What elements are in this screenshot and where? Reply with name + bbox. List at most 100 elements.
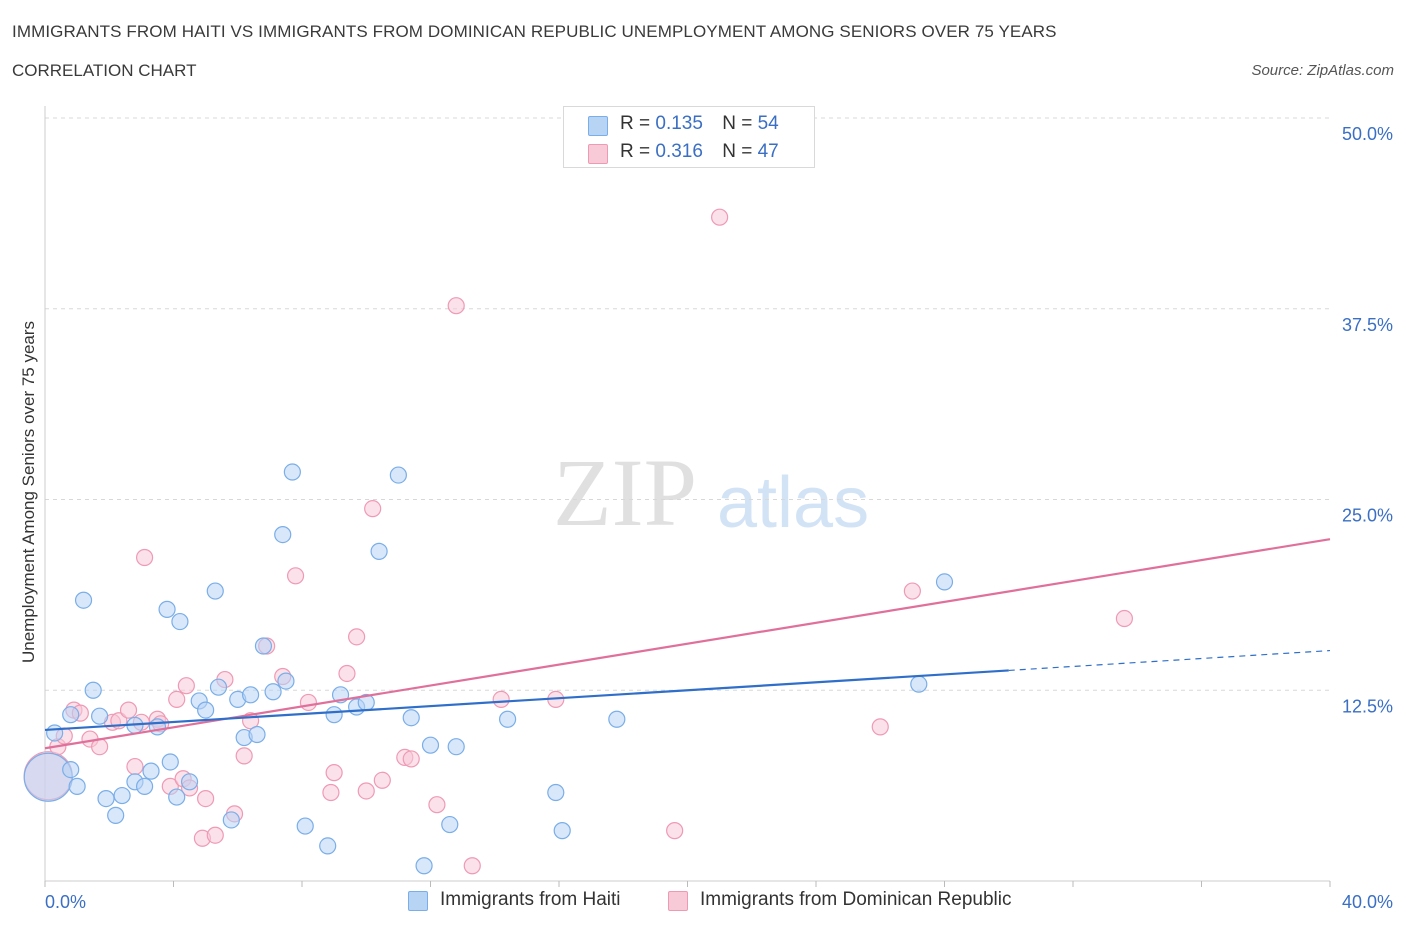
haiti-point-10 bbox=[113, 786, 131, 805]
stats-legend: R = 0.135 N = 54 R = 0.316 N = 47 bbox=[563, 106, 815, 168]
dominican-point-29 bbox=[286, 567, 305, 585]
dominican-point-45 bbox=[666, 822, 684, 840]
haiti-point-6 bbox=[84, 681, 102, 699]
bottom-swatch-haiti bbox=[408, 891, 428, 911]
legend-row-dominican: R = 0.316 N = 47 bbox=[588, 141, 779, 164]
haiti-point-19 bbox=[171, 612, 189, 631]
haiti-point-34 bbox=[283, 463, 301, 481]
haiti-point-41 bbox=[370, 542, 388, 560]
haiti-point-42 bbox=[389, 466, 407, 484]
haiti-point-48 bbox=[499, 710, 517, 728]
bottom-swatch-dominican bbox=[668, 891, 688, 911]
haiti-point-3 bbox=[68, 777, 86, 795]
dominican-point-31 bbox=[322, 783, 340, 802]
haiti-point-32 bbox=[274, 525, 292, 544]
legend-swatch-haiti bbox=[588, 116, 608, 136]
legend-n-label-2: N = bbox=[722, 141, 758, 162]
haiti-point-29 bbox=[248, 725, 266, 744]
legend-row-haiti: R = 0.135 N = 54 bbox=[588, 113, 779, 136]
haiti-point-8 bbox=[97, 789, 115, 808]
haiti-point-13 bbox=[135, 777, 154, 795]
dominican-point-25 bbox=[235, 747, 253, 765]
legend-swatch-dominican bbox=[588, 144, 608, 164]
gridlines bbox=[45, 117, 1330, 691]
dominican-point-33 bbox=[338, 664, 356, 683]
haiti-point-52 bbox=[910, 675, 928, 693]
haiti-point-25 bbox=[222, 811, 240, 829]
haiti-point-28 bbox=[242, 686, 260, 704]
haiti-point-37 bbox=[325, 706, 343, 724]
dominican-point-47 bbox=[871, 718, 889, 736]
dominican-point-22 bbox=[206, 826, 224, 844]
legend-r-label-2: R = bbox=[620, 141, 656, 162]
y-tick-label-1: 25.0% bbox=[1342, 506, 1393, 526]
dominican-point-30 bbox=[299, 693, 318, 712]
haiti-point-9 bbox=[107, 806, 125, 824]
legend-r-value-dominican: 0.316 bbox=[655, 141, 703, 162]
haiti-point-43 bbox=[402, 709, 420, 727]
haiti-point-53 bbox=[935, 573, 954, 591]
y-tick-label-3: 50.0% bbox=[1342, 124, 1393, 144]
haiti-point-5 bbox=[74, 591, 93, 609]
haiti-point-15 bbox=[148, 718, 167, 736]
haiti-point-17 bbox=[161, 753, 179, 771]
legend-r-value-haiti: 0.135 bbox=[655, 113, 703, 134]
bottom-legend-label-dominican: Immigrants from Dominican Republic bbox=[700, 889, 1012, 910]
dominican-point-9 bbox=[119, 701, 138, 719]
y-tick-label-0: 12.5% bbox=[1342, 696, 1393, 716]
haiti-point-45 bbox=[421, 736, 440, 754]
bottom-legend-label-haiti: Immigrants from Haiti bbox=[440, 889, 621, 910]
source-label: Source: ZipAtlas.com bbox=[1251, 62, 1394, 79]
haiti-point-14 bbox=[142, 762, 160, 780]
haiti-point-51 bbox=[608, 710, 626, 728]
legend-n-label-1: N = bbox=[722, 113, 758, 134]
haiti-point-20 bbox=[180, 773, 199, 791]
dominican-point-48 bbox=[903, 582, 921, 600]
trend-line-haiti bbox=[44, 669, 1009, 732]
haiti-point-46 bbox=[441, 815, 459, 834]
dominican-point-49 bbox=[1115, 609, 1134, 628]
chart-subtitle: CORRELATION CHART bbox=[12, 61, 197, 80]
haiti-point-33 bbox=[277, 672, 295, 690]
haiti-point-24 bbox=[209, 678, 228, 696]
bottom-legend-haiti: Immigrants from Haiti bbox=[408, 889, 621, 911]
dominican-point-21 bbox=[197, 789, 215, 808]
haiti-point-23 bbox=[206, 582, 224, 600]
watermark-atlas: atlas bbox=[717, 463, 869, 543]
legend-r-label-1: R = bbox=[620, 113, 656, 134]
trend-lines bbox=[44, 538, 1331, 750]
dominican-point-34 bbox=[348, 628, 366, 646]
haiti-point-2 bbox=[62, 761, 80, 779]
dominican-point-16 bbox=[168, 690, 186, 709]
haiti-point-18 bbox=[168, 788, 186, 806]
bottom-legend-dominican: Immigrants from Dominican Republic bbox=[668, 889, 1012, 911]
haiti-point-49 bbox=[547, 783, 565, 802]
legend-n-value-haiti: 54 bbox=[757, 113, 779, 134]
trend-line-haiti-extension bbox=[1008, 649, 1331, 672]
dominican-point-46 bbox=[711, 208, 729, 226]
dominican-point-12 bbox=[135, 548, 154, 567]
x-tick-label-min: 0.0% bbox=[45, 892, 86, 912]
x-tick-label-max: 40.0% bbox=[1342, 892, 1393, 912]
haiti-point-36 bbox=[319, 837, 337, 855]
haiti-point-4 bbox=[62, 706, 80, 724]
dominican-point-10 bbox=[126, 757, 144, 776]
dominican-point-43 bbox=[492, 690, 510, 709]
haiti-point-0 bbox=[23, 752, 73, 802]
haiti-point-50 bbox=[553, 822, 571, 840]
trend-line-dominican bbox=[44, 538, 1331, 750]
axis-labels: 12.5% 25.0% 37.5% 50.0% 0.0% 40.0% Unemploymen… bbox=[19, 124, 1393, 912]
dominican-point-35 bbox=[357, 782, 375, 800]
haiti-point-22 bbox=[197, 701, 215, 719]
chart-title: IMMIGRANTS FROM HAITI VS IMMIGRANTS FROM… bbox=[12, 22, 1057, 41]
dominican-point-37 bbox=[373, 771, 391, 789]
haiti-point-44 bbox=[415, 857, 433, 875]
haiti-point-16 bbox=[158, 600, 176, 618]
dominican-point-40 bbox=[428, 796, 446, 814]
haiti-point-31 bbox=[264, 683, 282, 701]
dominican-point-32 bbox=[325, 764, 343, 782]
dominican-point-36 bbox=[364, 500, 382, 518]
haiti-point-47 bbox=[447, 738, 465, 756]
y-tick-label-2: 37.5% bbox=[1342, 315, 1393, 335]
watermark-zip: ZIP bbox=[553, 439, 697, 546]
